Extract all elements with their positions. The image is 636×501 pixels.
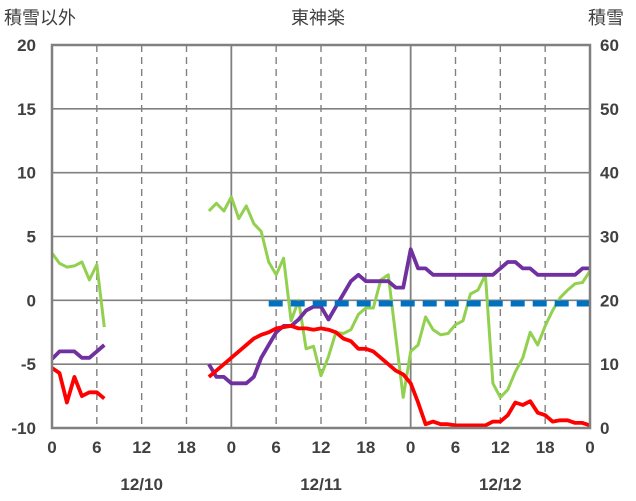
chart-title: 東神楽 (291, 8, 345, 28)
x-tick-label: 18 (356, 438, 375, 457)
grid (52, 45, 590, 428)
x-tick-label: 12 (312, 438, 331, 457)
x-tick-label: 0 (47, 438, 56, 457)
left-tick-label: 15 (17, 100, 36, 119)
x-tick-label: 12 (491, 438, 510, 457)
x-tick-label: 0 (585, 438, 594, 457)
date-labels: 12/10 12/11 12/12 (120, 475, 521, 494)
series-line-0 (207, 195, 592, 399)
left-tick-label: 10 (17, 164, 36, 183)
series-line-1 (207, 247, 590, 386)
right-tick-label: 30 (600, 228, 619, 247)
left-tick-label: 5 (27, 228, 36, 247)
left-tick-label: -10 (11, 419, 36, 438)
x-tick-label: 0 (406, 438, 415, 457)
date-label: 12/12 (479, 475, 522, 494)
right-tick-label: 10 (600, 355, 619, 374)
left-tick-labels: 20 15 10 5 0 -5 -10 (11, 36, 36, 438)
series-line-2 (50, 366, 106, 405)
x-tick-label: 6 (271, 438, 280, 457)
x-tick-label: 18 (177, 438, 196, 457)
x-tick-labels: 0 6 12 18 0 6 12 18 0 6 12 18 0 (47, 438, 594, 457)
right-tick-label: 60 (600, 36, 619, 55)
series-line-1 (50, 343, 106, 361)
date-label: 12/11 (300, 475, 342, 494)
x-tick-label: 12 (132, 438, 151, 457)
left-axis-title: 積雪以外 (4, 8, 76, 28)
right-tick-label: 50 (600, 100, 619, 119)
left-tick-label: -5 (21, 355, 36, 374)
series-line-0 (50, 252, 106, 328)
date-label: 12/10 (120, 475, 163, 494)
series-layer (50, 195, 592, 428)
series-line-2 (207, 324, 591, 428)
plot-frame (50, 43, 592, 430)
right-axis-title: 積雪 (588, 8, 624, 28)
left-tick-label: 20 (17, 36, 36, 55)
x-tick-label: 6 (92, 438, 101, 457)
x-tick-label: 18 (536, 438, 555, 457)
right-tick-label: 20 (600, 291, 619, 310)
right-tick-label: 0 (600, 419, 609, 438)
x-tick-label: 0 (227, 438, 236, 457)
left-tick-label: 0 (27, 291, 36, 310)
x-tick-label: 6 (451, 438, 460, 457)
right-tick-labels: 60 50 40 30 20 10 0 (600, 36, 619, 438)
right-tick-label: 40 (600, 164, 619, 183)
